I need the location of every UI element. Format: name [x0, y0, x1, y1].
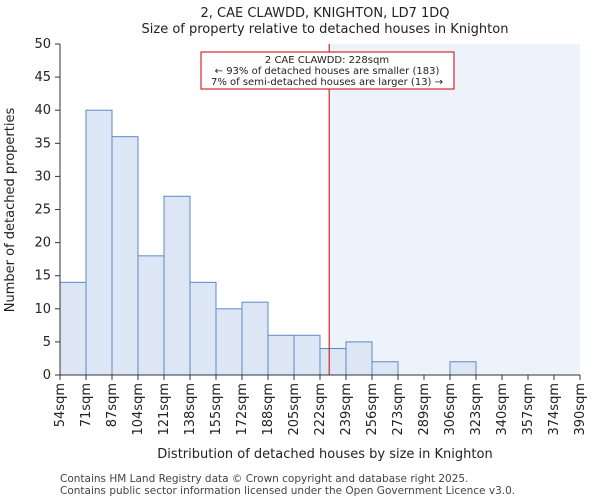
y-axis: 0 5 10 15 20 25 30 35 40 45 50 [34, 37, 60, 383]
x-axis-label: Distribution of detached houses by size … [157, 447, 492, 462]
x-tick-label: 87sqm [105, 383, 120, 427]
annotation-line-1: 2 CAE CLAWDD: 228sqm [265, 55, 389, 66]
bar-239sqm [345, 341, 373, 376]
x-tick-label: 273sqm [391, 383, 406, 436]
x-tick-label: 172sqm [235, 383, 250, 436]
bar-121sqm [163, 195, 191, 376]
bar-205sqm [293, 334, 321, 376]
y-tick-label: 25 [34, 203, 51, 218]
bar-104sqm [137, 255, 165, 376]
bars-group [59, 109, 477, 376]
bar-306sqm [449, 361, 477, 376]
x-tick-label: 138sqm [183, 383, 198, 436]
x-tick-label: 390sqm [573, 383, 588, 436]
x-tick-label: 222sqm [313, 383, 328, 436]
annotation-line-3: 7% of semi-detached houses are larger (1… [211, 77, 443, 88]
highlight-region [329, 44, 580, 375]
y-tick-label: 35 [34, 136, 51, 151]
bar-172sqm [241, 301, 269, 376]
bar-138sqm [189, 281, 217, 376]
chart-title: 2, CAE CLAWDD, KNIGHTON, LD7 1DQ [200, 6, 449, 21]
bar-222sqm [319, 348, 347, 376]
y-tick-label: 40 [34, 103, 51, 118]
x-tick-label: 357sqm [521, 383, 536, 436]
bar-71sqm [85, 109, 113, 376]
footer-line-2: Contains public sector information licen… [60, 485, 515, 497]
x-tick-label: 71sqm [79, 383, 94, 427]
footer-line-1: Contains HM Land Registry data © Crown c… [60, 473, 468, 485]
x-tick-label: 188sqm [261, 383, 276, 436]
marker-annotation: 2 CAE CLAWDD: 228sqm ← 93% of detached h… [200, 51, 455, 90]
x-tick-label: 155sqm [209, 383, 224, 436]
x-tick-label: 340sqm [495, 383, 510, 436]
x-tick-label: 104sqm [131, 383, 146, 436]
y-tick-label: 10 [34, 302, 51, 317]
bar-54sqm [59, 281, 87, 376]
annotation-line-2: ← 93% of detached houses are smaller (18… [215, 66, 440, 77]
y-tick-label: 20 [34, 236, 51, 251]
y-tick-label: 0 [43, 368, 51, 383]
y-axis-label: Number of detached properties [3, 108, 18, 313]
bar-256sqm [371, 361, 399, 376]
y-tick-label: 5 [43, 335, 51, 350]
bar-188sqm [267, 334, 295, 376]
x-tick-label: 374sqm [547, 383, 562, 436]
y-tick-label: 50 [34, 37, 51, 52]
y-tick-label: 30 [34, 169, 51, 184]
annotation-box [200, 51, 455, 90]
x-tick-label: 323sqm [469, 383, 484, 436]
x-tick-label: 205sqm [287, 383, 302, 436]
bar-87sqm [111, 136, 139, 376]
x-tick-label: 306sqm [443, 383, 458, 436]
y-tick-label: 15 [34, 269, 51, 284]
x-tick-label: 239sqm [339, 383, 354, 436]
x-tick-label: 121sqm [157, 383, 172, 436]
x-axis: 54sqm 71sqm 87sqm 104sqm 121sqm 138sqm 155sqm 1… [53, 375, 588, 436]
chart-subtitle: Size of property relative to detached ho… [142, 22, 509, 37]
bar-155sqm [215, 308, 243, 376]
x-tick-label: 256sqm [365, 383, 380, 436]
x-tick-label: 289sqm [417, 383, 432, 436]
x-tick-label: 54sqm [53, 383, 68, 427]
y-tick-label: 45 [34, 70, 51, 85]
